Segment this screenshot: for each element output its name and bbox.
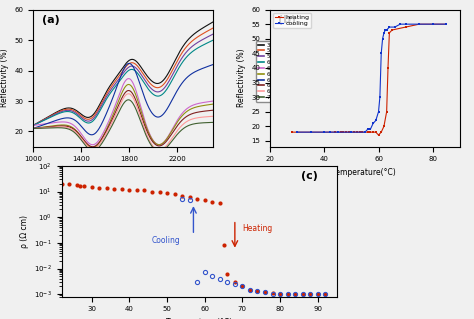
- heating: [327, 130, 333, 134]
- cooling: [416, 22, 422, 26]
- heating: [386, 31, 392, 35]
- heating: [403, 25, 409, 29]
- Y-axis label: Reflectivity (%): Reflectivity (%): [237, 49, 246, 108]
- cooling: [348, 130, 354, 134]
- heating: [359, 130, 365, 134]
- cooling: [383, 28, 388, 32]
- heating: [373, 130, 379, 134]
- Text: Heating: Heating: [242, 224, 273, 233]
- cooling: [335, 130, 341, 134]
- heating: [389, 28, 395, 32]
- heating: [332, 130, 338, 134]
- heating: [321, 130, 327, 134]
- heating: [289, 130, 295, 134]
- Line: cooling: cooling: [296, 23, 447, 134]
- Legend: heating, cooling: heating, cooling: [273, 13, 311, 28]
- X-axis label: Temperature(°C): Temperature(°C): [333, 168, 397, 177]
- cooling: [443, 22, 449, 26]
- heating: [354, 130, 360, 134]
- cooling: [370, 122, 376, 125]
- heating: [381, 124, 387, 128]
- cooling: [403, 22, 409, 26]
- cooling: [365, 127, 371, 131]
- Y-axis label: ρ (Ω cm): ρ (Ω cm): [19, 215, 28, 248]
- heating: [346, 130, 352, 134]
- Line: heating: heating: [291, 23, 447, 137]
- heating: [362, 130, 368, 134]
- cooling: [380, 37, 385, 41]
- X-axis label: Temperature (°C): Temperature (°C): [166, 318, 232, 319]
- cooling: [430, 22, 436, 26]
- cooling: [384, 28, 390, 32]
- cooling: [308, 130, 314, 134]
- X-axis label: Wave length (nm): Wave length (nm): [89, 168, 157, 177]
- cooling: [377, 95, 383, 99]
- Text: (b): (b): [278, 15, 296, 25]
- cooling: [362, 130, 368, 134]
- Y-axis label: Reflectivity (%): Reflectivity (%): [0, 49, 9, 108]
- cooling: [378, 51, 384, 55]
- Text: (a): (a): [42, 15, 60, 25]
- cooling: [294, 130, 300, 134]
- heating: [376, 133, 382, 137]
- heating: [308, 130, 314, 134]
- heating: [384, 110, 390, 114]
- cooling: [386, 25, 392, 29]
- heating: [340, 130, 346, 134]
- heating: [343, 130, 349, 134]
- heating: [294, 130, 300, 134]
- cooling: [367, 127, 373, 131]
- heating: [348, 130, 354, 134]
- cooling: [376, 110, 382, 114]
- heating: [378, 130, 384, 134]
- heating: [416, 22, 422, 26]
- heating: [367, 130, 373, 134]
- cooling: [327, 130, 333, 134]
- heating: [338, 130, 344, 134]
- cooling: [392, 25, 398, 29]
- cooling: [397, 22, 403, 26]
- heating: [357, 130, 363, 134]
- heating: [370, 130, 376, 134]
- cooling: [321, 130, 327, 134]
- heating: [443, 22, 449, 26]
- Legend: 30C, 50C, 56C, 60C, 62C, 63C, 64C, 66C, 68C, 70C: 30C, 50C, 56C, 60C, 62C, 63C, 64C, 66C, …: [256, 41, 279, 102]
- heating: [385, 66, 391, 70]
- cooling: [373, 119, 379, 122]
- Text: (c): (c): [301, 171, 318, 181]
- Text: Cooling: Cooling: [152, 236, 181, 245]
- heating: [430, 22, 436, 26]
- cooling: [381, 31, 387, 35]
- heating: [351, 130, 357, 134]
- heating: [365, 130, 371, 134]
